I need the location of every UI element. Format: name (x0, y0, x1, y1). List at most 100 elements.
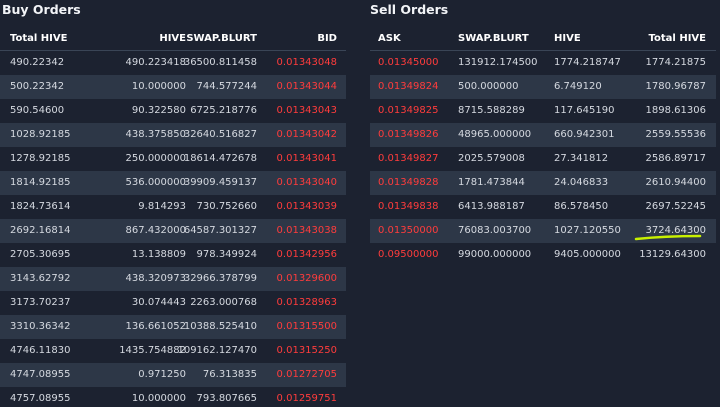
amount-cell: 117.645190 (554, 105, 615, 116)
amount-cell: 1774.21875 (645, 57, 706, 68)
price-cell: 0.01343040 (276, 177, 337, 188)
amount-cell: 744.577244 (196, 81, 257, 92)
amount-cell: 6413.988187 (458, 201, 525, 212)
amount-cell: 48965.000000 (458, 129, 532, 140)
amount-cell: 32966.378799 (183, 273, 257, 284)
amount-cell: 32640.516827 (183, 129, 257, 140)
amount-cell: 64587.301327 (183, 225, 257, 236)
amount-cell: 8715.588289 (458, 105, 525, 116)
amount-cell: 10.000000 (131, 393, 186, 404)
order-row: 0.01349827 2025.579008 27.341812 2586.89717 (370, 147, 716, 171)
price-cell: 0.01350000 (378, 225, 439, 236)
amount-cell: 1814.92185 (10, 177, 71, 188)
order-row: 3173.70237 30.074443 2263.000768 0.01328963 (0, 291, 346, 315)
price-cell: 0.01259751 (276, 393, 337, 404)
price-cell: 0.01349827 (378, 153, 439, 164)
amount-cell: 2263.000768 (190, 297, 257, 308)
order-row: 1824.73614 9.814293 730.752660 0.01343039 (0, 195, 346, 219)
amount-cell: 490.223418 (125, 57, 186, 68)
price-cell: 0.01328963 (276, 297, 337, 308)
amount-cell: 1824.73614 (10, 201, 71, 212)
column-header: Total HIVE (648, 33, 706, 44)
order-row: 500.22342 10.000000 744.577244 0.01343044 (0, 75, 346, 99)
amount-cell: 86.578450 (554, 201, 609, 212)
order-row: 0.01350000 76083.003700 1027.120550 3724.64… (370, 219, 716, 243)
amount-cell: 3143.62792 (10, 273, 71, 284)
order-row: 0.01349825 8715.588289 117.645190 1898.6130… (370, 99, 716, 123)
order-row: 1028.92185 438.375850 32640.516827 0.013430… (0, 123, 346, 147)
order-row: 0.09500000 99000.000000 9405.000000 13129.6… (370, 243, 716, 267)
amount-cell: 90.322580 (131, 105, 186, 116)
price-cell: 0.09500000 (378, 249, 439, 260)
amount-cell: 9.814293 (138, 201, 186, 212)
amount-cell: 136.661052 (125, 321, 186, 332)
table-header: Total HIVE HIVE SWAP.BLURT BID (0, 27, 346, 51)
amount-cell: 0.971250 (138, 369, 186, 380)
amount-cell: 1781.473844 (458, 177, 525, 188)
amount-cell: 76.313835 (202, 369, 257, 380)
price-cell: 0.01349838 (378, 201, 439, 212)
amount-cell: 99000.000000 (458, 249, 532, 260)
order-row: 0.01349826 48965.000000 660.942301 2559.555… (370, 123, 716, 147)
price-cell: 0.01343043 (276, 105, 337, 116)
amount-cell: 2610.94400 (645, 177, 706, 188)
amount-cell: 438.375850 (125, 129, 186, 140)
order-row: 2692.16814 867.432000 64587.301327 0.013430… (0, 219, 346, 243)
amount-cell: 1774.218747 (554, 57, 621, 68)
amount-cell: 1435.754882 (119, 345, 186, 356)
order-row: 3143.62792 438.320973 32966.378799 0.013296… (0, 267, 346, 291)
order-row: 1814.92185 536.000000 39909.459137 0.013430… (0, 171, 346, 195)
order-row: 4757.08955 10.000000 793.807665 0.01259751 (0, 387, 346, 407)
amount-cell: 18614.472678 (183, 153, 257, 164)
column-header: BID (317, 33, 337, 44)
amount-cell: 867.432000 (125, 225, 186, 236)
amount-cell: 10.000000 (131, 81, 186, 92)
amount-cell: 978.349924 (196, 249, 257, 260)
buy-title: Buy Orders (2, 2, 81, 17)
price-cell: 0.01345000 (378, 57, 439, 68)
sell-title: Sell Orders (370, 2, 449, 17)
price-cell: 0.01349825 (378, 105, 439, 116)
amount-cell: 660.942301 (554, 129, 615, 140)
price-cell: 0.01272705 (276, 369, 337, 380)
amount-cell: 590.54600 (10, 105, 65, 116)
amount-cell: 3310.36342 (10, 321, 71, 332)
column-header: Total HIVE (10, 33, 68, 44)
amount-cell: 3724.64300 (645, 225, 706, 236)
amount-cell: 2692.16814 (10, 225, 71, 236)
amount-cell: 1780.96787 (645, 81, 706, 92)
order-row: 0.01349828 1781.473844 24.046833 2610.94400 (370, 171, 716, 195)
amount-cell: 6725.218776 (190, 105, 257, 116)
table-header: ASK SWAP.BLURT HIVE Total HIVE (370, 27, 716, 51)
order-row: 490.22342 490.223418 36500.811458 0.0134304… (0, 51, 346, 75)
column-header: HIVE (159, 33, 186, 44)
amount-cell: 76083.003700 (458, 225, 532, 236)
column-header: SWAP.BLURT (186, 33, 257, 44)
price-cell: 0.01343044 (276, 81, 337, 92)
amount-cell: 4746.11830 (10, 345, 71, 356)
amount-cell: 36500.811458 (183, 57, 257, 68)
price-cell: 0.01315250 (276, 345, 337, 356)
price-cell: 0.01342956 (276, 249, 337, 260)
price-cell: 0.01343042 (276, 129, 337, 140)
amount-cell: 730.752660 (196, 201, 257, 212)
amount-cell: 793.807665 (196, 393, 257, 404)
amount-cell: 2586.89717 (645, 153, 706, 164)
amount-cell: 500.22342 (10, 81, 65, 92)
amount-cell: 27.341812 (554, 153, 609, 164)
column-header: HIVE (554, 33, 581, 44)
amount-cell: 4757.08955 (10, 393, 71, 404)
amount-cell: 30.074443 (131, 297, 186, 308)
amount-cell: 10388.525410 (183, 321, 257, 332)
price-cell: 0.01343038 (276, 225, 337, 236)
amount-cell: 1028.92185 (10, 129, 71, 140)
amount-cell: 6.749120 (554, 81, 602, 92)
amount-cell: 1278.92185 (10, 153, 71, 164)
order-row: 0.01349838 6413.988187 86.578450 2697.52245 (370, 195, 716, 219)
amount-cell: 1027.120550 (554, 225, 621, 236)
amount-cell: 438.320973 (125, 273, 186, 284)
amount-cell: 4747.08955 (10, 369, 71, 380)
price-cell: 0.01349828 (378, 177, 439, 188)
amount-cell: 109162.127470 (177, 345, 257, 356)
